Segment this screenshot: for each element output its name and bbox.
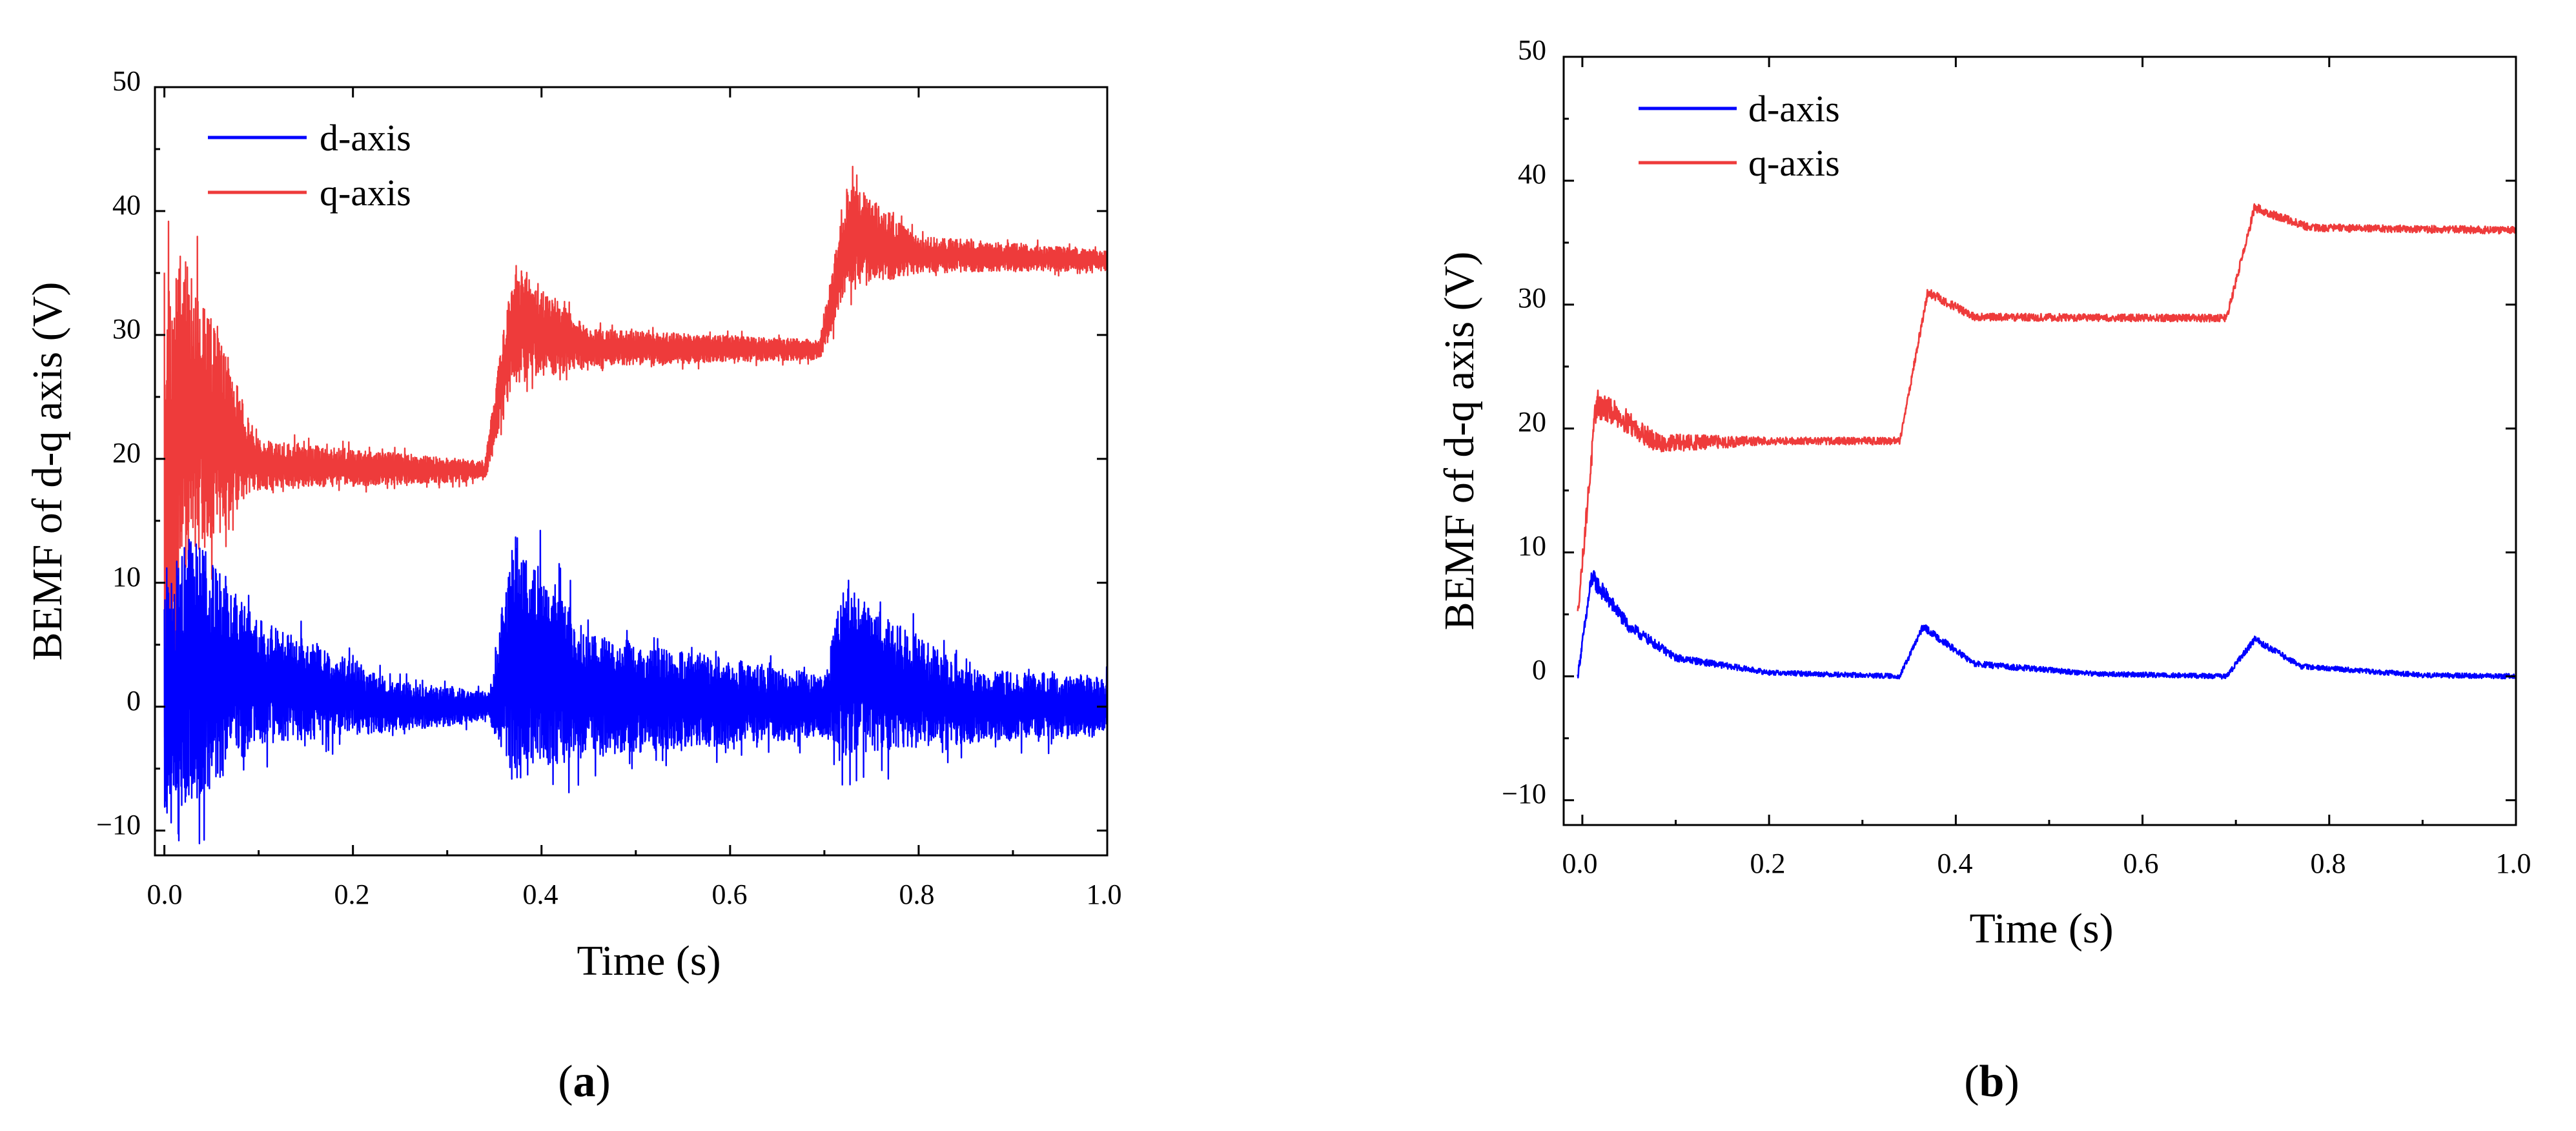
- chart-b-plot-frame: [1562, 56, 2517, 826]
- chart-b-line-d-axis: [1577, 570, 2516, 680]
- chart-a-y-axis-title: BEMF of d-q axis (V): [24, 282, 71, 661]
- chart-a-xtick-label: 1.0: [1087, 879, 1122, 910]
- chart-b-ytick-label: 10: [1518, 530, 1546, 562]
- chart-a-ytick-label: 0: [127, 685, 141, 717]
- chart-a: 0.0 0.2 0.4 0.6 0.8 1.0 −10 0 10 20 30 4…: [24, 65, 1122, 1106]
- chart-b-xtick-label: 0.2: [1750, 848, 1786, 879]
- chart-a-xtick-label: 0.0: [147, 879, 183, 910]
- chart-a-ytick-label: 20: [112, 437, 141, 469]
- chart-b-ytick-label: 50: [1518, 34, 1546, 66]
- chart-a-x-axis-title: Time (s): [577, 937, 721, 984]
- chart-b-xtick-label: 0.0: [1562, 848, 1598, 879]
- chart-a-ytick-label: 40: [112, 189, 141, 221]
- chart-b-legend: d-axis q-axis: [1639, 88, 1840, 184]
- chart-b-panel-caption: (b): [1964, 1057, 2019, 1106]
- chart-b-legend-label-q-axis: q-axis: [1748, 142, 1840, 184]
- chart-a-legend-label-q-axis: q-axis: [320, 172, 411, 214]
- chart-b-xtick-label: 1.0: [2496, 848, 2531, 879]
- chart-a-series-d-axis: [163, 529, 1107, 844]
- chart-b-xtick-label: 0.4: [1937, 848, 1973, 879]
- chart-a-legend-label-d-axis: d-axis: [320, 117, 411, 159]
- chart-a-line-d-axis: [163, 529, 1107, 844]
- chart-a-ytick-label: 10: [112, 561, 141, 593]
- chart-a-xtick-label: 0.8: [899, 879, 935, 910]
- chart-a-legend: d-axis q-axis: [208, 117, 411, 214]
- chart-b: 0.0 0.2 0.4 0.6 0.8 1.0 −10 0 10 20 30 4…: [1436, 34, 2531, 1106]
- chart-a-series-q-axis: [163, 165, 1107, 764]
- chart-a-plot-frame: [154, 86, 1109, 857]
- chart-b-ytick-label: 40: [1518, 158, 1546, 190]
- chart-a-panel-letter: a: [573, 1057, 596, 1106]
- chart-a-xtick-label: 0.6: [712, 879, 748, 910]
- chart-b-ytick-label: 30: [1518, 282, 1546, 314]
- chart-a-xtick-label: 0.4: [523, 879, 558, 910]
- chart-a-ytick-label: −10: [96, 809, 141, 841]
- chart-a-ytick-label: 50: [112, 65, 141, 97]
- chart-b-ytick-label: 20: [1518, 406, 1546, 438]
- chart-b-xtick-label: 0.8: [2311, 848, 2346, 879]
- chart-b-ticks: [1564, 56, 2517, 825]
- chart-b-legend-label-d-axis: d-axis: [1748, 88, 1840, 130]
- chart-b-xtick-label: 0.6: [2123, 848, 2159, 879]
- chart-a-xtick-label: 0.2: [334, 879, 370, 910]
- chart-a-line-q-axis: [163, 165, 1107, 764]
- chart-b-ytick-label: −10: [1502, 778, 1546, 810]
- chart-b-series-d-axis: [1577, 570, 2516, 680]
- chart-b-series-q-axis: [1577, 203, 2516, 611]
- chart-b-panel-letter: b: [1979, 1057, 2005, 1106]
- chart-b-ytick-label: 0: [1532, 654, 1546, 686]
- chart-b-y-axis-title: BEMF of d-q axis (V): [1436, 252, 1483, 631]
- chart-b-line-q-axis: [1577, 203, 2516, 611]
- chart-a-ticks: [155, 86, 1109, 855]
- chart-a-ytick-label: 30: [112, 313, 141, 345]
- chart-b-x-axis-title: Time (s): [1969, 905, 2113, 952]
- chart-a-panel-caption: (a): [558, 1057, 611, 1106]
